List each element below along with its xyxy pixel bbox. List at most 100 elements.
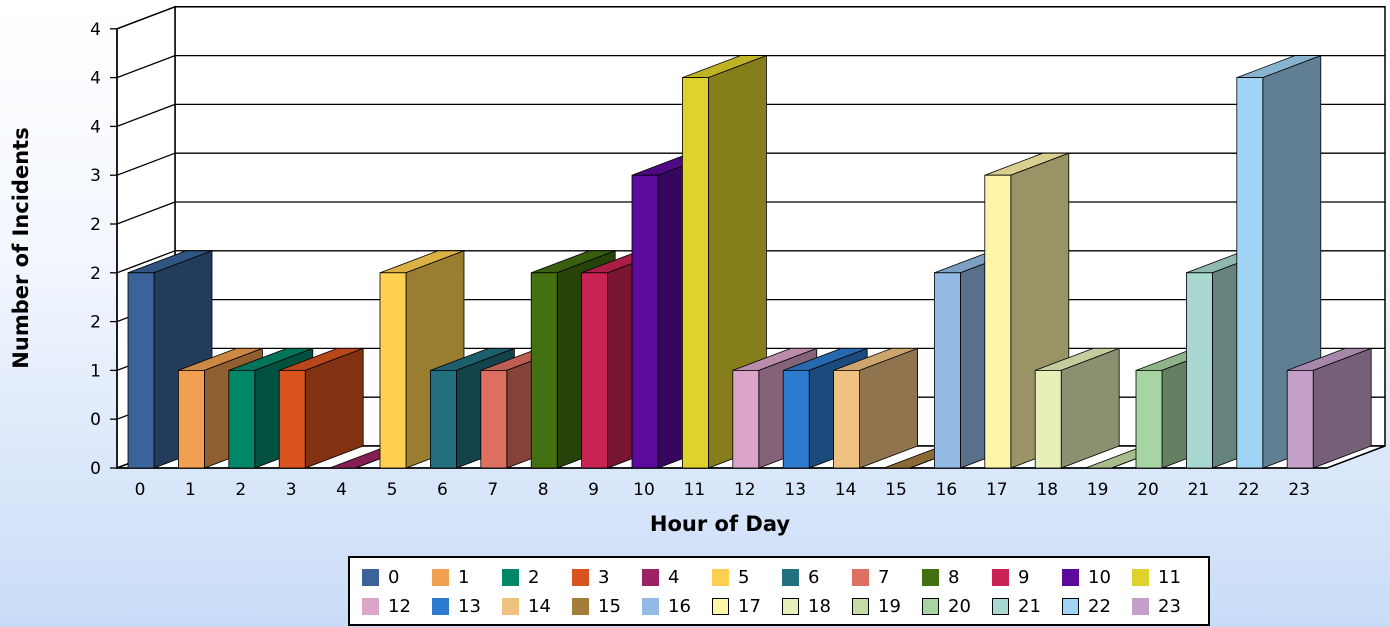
- y-tick-label: 4: [90, 20, 101, 40]
- legend-label: 2: [528, 566, 540, 588]
- legend-swatch: [712, 568, 729, 586]
- bar-3: [278, 347, 364, 469]
- legend-label: 23: [1158, 595, 1181, 617]
- y-tick-label: 3: [90, 166, 101, 186]
- legend-item-8: 8: [922, 566, 959, 588]
- legend-label: 9: [1018, 566, 1030, 588]
- legend-label: 11: [1158, 566, 1181, 588]
- x-tick-label: 17: [986, 480, 1008, 500]
- legend-label: 0: [388, 566, 400, 588]
- legend-swatch: [782, 597, 799, 615]
- legend-item-14: 14: [502, 595, 551, 617]
- y-tick-label: 0: [90, 459, 101, 479]
- x-tick-label: 2: [235, 480, 246, 500]
- bar-11: [682, 55, 767, 469]
- chart-bars: [127, 55, 1372, 469]
- x-tick-label: 23: [1288, 480, 1310, 500]
- x-tick-label: 15: [885, 480, 907, 500]
- x-tick-label: 21: [1188, 480, 1210, 500]
- y-tick-label: 2: [90, 264, 101, 284]
- legend-swatch: [1062, 568, 1079, 586]
- legend-swatch: [922, 568, 939, 586]
- x-tick-label: 7: [487, 480, 498, 500]
- legend-swatch: [642, 597, 659, 615]
- legend-item-9: 9: [992, 566, 1029, 588]
- x-tick-label: 4: [336, 480, 347, 500]
- legend-item-22: 22: [1062, 595, 1111, 617]
- legend-label: 1: [458, 566, 470, 588]
- y-tick-label: 1: [90, 361, 101, 381]
- x-tick-label: 8: [538, 480, 549, 500]
- legend-swatch: [922, 597, 939, 615]
- legend-item-13: 13: [432, 595, 481, 617]
- legend-label: 6: [808, 566, 820, 588]
- legend-label: 4: [668, 566, 680, 588]
- y-axis-title: Number of Incidents: [9, 127, 33, 368]
- legend-label: 21: [1018, 595, 1041, 617]
- legend-swatch: [642, 568, 659, 586]
- legend-item-6: 6: [782, 566, 819, 588]
- legend-label: 7: [878, 566, 890, 588]
- x-tick-label: 11: [684, 480, 706, 500]
- bar-14: [833, 347, 918, 469]
- legend-label: 18: [808, 595, 831, 617]
- legend-swatch: [852, 597, 869, 615]
- gridline-side: [116, 54, 176, 79]
- x-tick-label: 16: [936, 480, 958, 500]
- legend-label: 22: [1088, 595, 1111, 617]
- bar-23: [1286, 347, 1372, 469]
- legend-swatch: [992, 597, 1009, 615]
- legend-swatch: [1132, 568, 1149, 586]
- legend-label: 8: [948, 566, 960, 588]
- legend-swatch: [362, 597, 379, 615]
- x-tick-label: 13: [784, 480, 806, 500]
- legend-item-17: 17: [712, 595, 761, 617]
- x-tick-label: 22: [1238, 480, 1260, 500]
- x-tick-label: 9: [588, 480, 599, 500]
- legend-item-0: 0: [362, 566, 399, 588]
- legend-label: 13: [458, 595, 481, 617]
- legend-item-10: 10: [1062, 566, 1111, 588]
- y-tick-label: 4: [90, 117, 101, 137]
- gridline-side: [116, 250, 176, 274]
- x-tick-label: 12: [734, 480, 756, 500]
- x-tick-label: 14: [835, 480, 857, 500]
- y-tick-label: 4: [90, 69, 101, 89]
- legend-item-1: 1: [432, 566, 469, 588]
- legend-swatch: [1062, 597, 1079, 615]
- x-tick-label: 18: [1036, 480, 1058, 500]
- legend-item-20: 20: [922, 595, 971, 617]
- x-tick-label: 1: [185, 480, 196, 500]
- gridline-side: [116, 201, 176, 225]
- legend-swatch: [362, 568, 379, 586]
- x-tick-label: 3: [286, 480, 297, 500]
- legend-item-16: 16: [642, 595, 691, 617]
- legend-item-5: 5: [712, 566, 749, 588]
- legend-swatch: [1132, 597, 1149, 615]
- bar-18: [1034, 347, 1120, 469]
- gridline-side: [116, 103, 176, 128]
- legend-label: 16: [668, 595, 691, 617]
- legend-swatch: [432, 597, 449, 615]
- legend-item-7: 7: [852, 566, 889, 588]
- legend-swatch: [852, 568, 869, 586]
- y-tick-label: 0: [90, 410, 101, 430]
- legend-swatch: [502, 597, 519, 615]
- legend-swatch: [712, 597, 729, 615]
- legend-swatch: [572, 597, 589, 615]
- legend-item-3: 3: [572, 566, 609, 588]
- legend-item-11: 11: [1132, 566, 1181, 588]
- gridline-side: [116, 152, 176, 176]
- legend-swatch: [572, 568, 589, 586]
- legend-swatch: [782, 568, 799, 586]
- x-tick-label: 10: [633, 480, 655, 500]
- legend-item-18: 18: [782, 595, 831, 617]
- legend-label: 15: [598, 595, 621, 617]
- legend-label: 19: [878, 595, 901, 617]
- x-tick-label: 20: [1137, 480, 1159, 500]
- x-tick-label: 19: [1087, 480, 1109, 500]
- legend-item-2: 2: [502, 566, 539, 588]
- x-axis-title: Hour of Day: [650, 512, 790, 536]
